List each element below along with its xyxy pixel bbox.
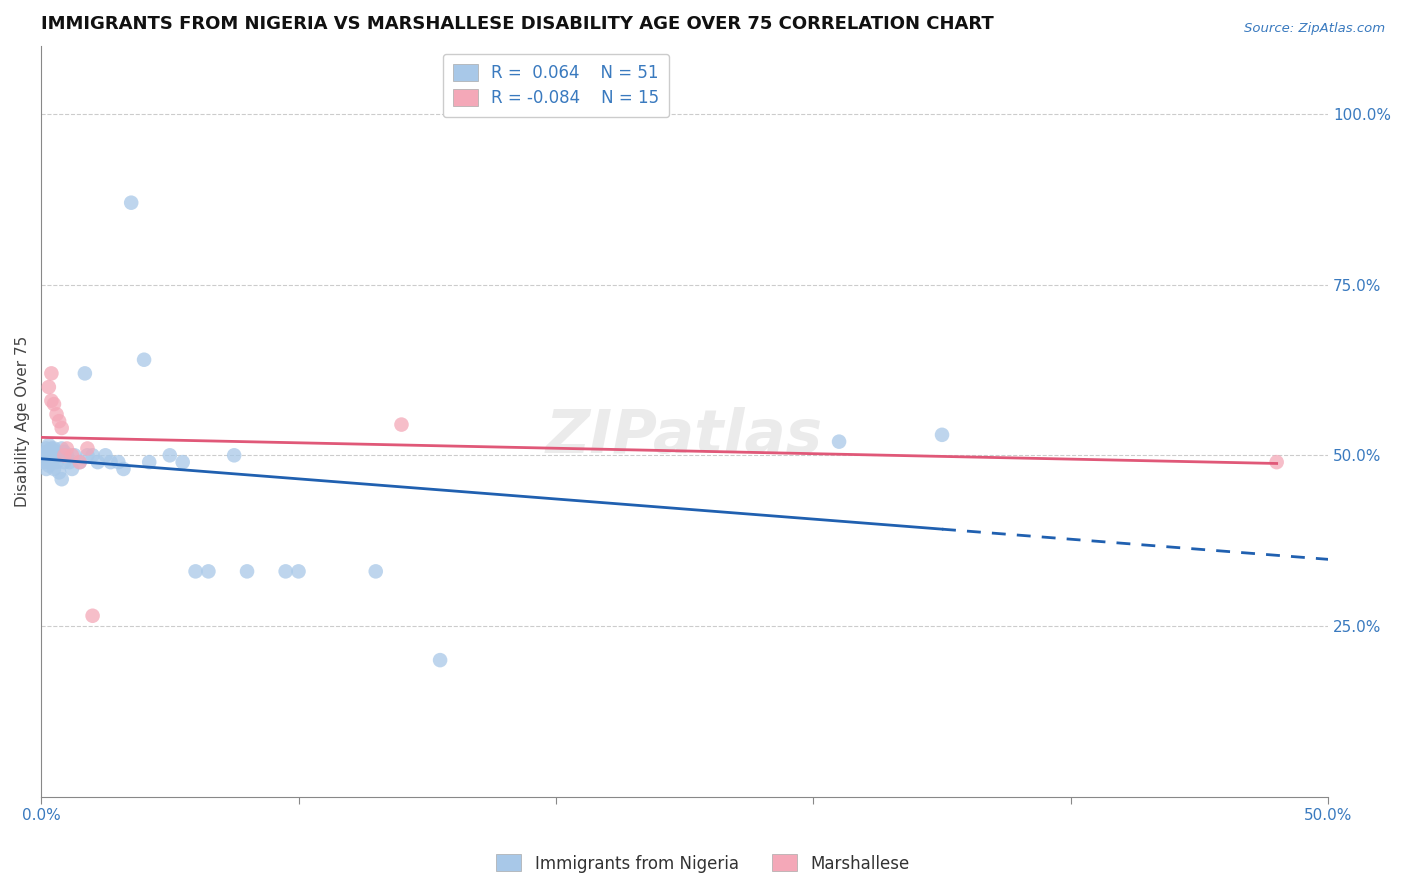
Point	[60, 462, 83, 476]
Point	[41, 367, 63, 381]
Text: Source: ZipAtlas.com: Source: ZipAtlas.com	[1244, 22, 1385, 36]
Point	[42, 397, 65, 411]
Point	[60, 448, 83, 462]
Point	[100, 455, 122, 469]
Point	[48, 414, 70, 428]
Point	[53, 445, 76, 459]
Point	[45, 455, 67, 469]
Point	[82, 608, 104, 623]
Point	[53, 448, 76, 462]
Point	[76, 448, 98, 462]
Point	[42, 451, 65, 466]
Point	[45, 408, 67, 422]
Point	[94, 448, 117, 462]
Point	[42, 462, 65, 476]
Point	[184, 565, 207, 579]
Point	[32, 448, 55, 462]
Point	[56, 448, 79, 462]
Point	[41, 393, 63, 408]
Point	[51, 442, 73, 456]
Point	[73, 367, 96, 381]
Point	[35, 442, 58, 456]
Point	[132, 352, 155, 367]
Point	[35, 451, 58, 466]
Point	[45, 445, 67, 459]
Point	[32, 455, 55, 469]
Point	[63, 448, 86, 462]
Point	[931, 427, 953, 442]
Point	[51, 472, 73, 486]
Point	[391, 417, 413, 432]
Point	[87, 455, 110, 469]
Point	[287, 565, 309, 579]
Point	[48, 448, 70, 462]
Point	[197, 565, 219, 579]
Point	[35, 445, 58, 459]
Point	[76, 442, 98, 456]
Point	[38, 380, 60, 394]
Point	[69, 455, 91, 469]
Point	[38, 458, 60, 473]
Point	[38, 448, 60, 462]
Point	[236, 565, 259, 579]
Point	[41, 448, 63, 462]
Point	[58, 455, 80, 469]
Text: IMMIGRANTS FROM NIGERIA VS MARSHALLESE DISABILITY AGE OVER 75 CORRELATION CHART: IMMIGRANTS FROM NIGERIA VS MARSHALLESE D…	[41, 15, 994, 33]
Point	[35, 462, 58, 476]
Point	[159, 448, 181, 462]
Point	[364, 565, 387, 579]
Point	[53, 455, 76, 469]
Y-axis label: Disability Age Over 75: Disability Age Over 75	[15, 335, 30, 507]
Point	[48, 466, 70, 480]
Point	[1265, 455, 1288, 469]
Point	[69, 455, 91, 469]
Point	[56, 442, 79, 456]
Point	[42, 442, 65, 456]
Point	[51, 421, 73, 435]
Point	[172, 455, 194, 469]
Point	[38, 438, 60, 452]
Point	[41, 442, 63, 456]
Legend: R =  0.064    N = 51, R = -0.084    N = 15: R = 0.064 N = 51, R = -0.084 N = 15	[443, 54, 669, 117]
Point	[82, 448, 104, 462]
Point	[107, 455, 129, 469]
Point	[120, 195, 142, 210]
Point	[828, 434, 851, 449]
Point	[274, 565, 297, 579]
Legend: Immigrants from Nigeria, Marshallese: Immigrants from Nigeria, Marshallese	[489, 847, 917, 880]
Point	[224, 448, 246, 462]
Point	[138, 455, 160, 469]
Text: ZIPatlas: ZIPatlas	[546, 407, 823, 466]
Point	[429, 653, 451, 667]
Point	[41, 455, 63, 469]
Point	[112, 462, 135, 476]
